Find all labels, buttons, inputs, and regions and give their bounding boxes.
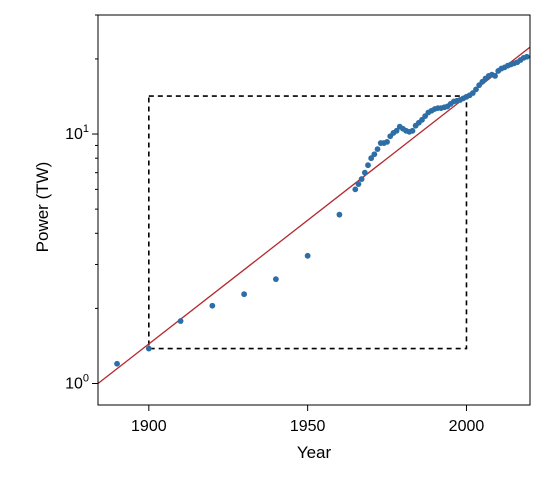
data-point	[368, 155, 375, 162]
data-point	[355, 181, 362, 187]
data-point	[358, 176, 365, 182]
x-axis-label: Year	[297, 443, 332, 462]
plot-area	[98, 46, 530, 385]
data-point	[177, 318, 184, 324]
data-point	[272, 276, 279, 283]
data-point	[371, 151, 378, 158]
data-point	[352, 186, 359, 193]
plot-frame	[97, 14, 531, 406]
data-point	[361, 169, 368, 176]
data-point	[409, 127, 416, 134]
data-point	[145, 345, 152, 352]
data-point	[523, 53, 530, 60]
data-point	[365, 162, 371, 169]
data-point	[473, 86, 479, 93]
data-point	[241, 291, 248, 298]
data-point	[492, 73, 498, 79]
data-point	[384, 138, 390, 145]
data-point	[209, 302, 216, 309]
axes: 1900 1950 2000 100 101	[65, 14, 531, 435]
data-point	[374, 146, 381, 153]
dashed-box-annotation	[148, 95, 468, 350]
x-tick-label: 2000	[449, 418, 485, 435]
data-point	[393, 127, 400, 134]
y-tick-label: 100	[65, 372, 89, 392]
y-tick-label: 101	[65, 123, 89, 143]
x-tick-label: 1900	[131, 418, 167, 435]
data-point	[336, 211, 343, 218]
data-point	[304, 252, 311, 259]
y-axis-label: Power (TW)	[33, 162, 52, 253]
data-point	[114, 360, 120, 367]
x-tick-label: 1950	[290, 418, 326, 435]
